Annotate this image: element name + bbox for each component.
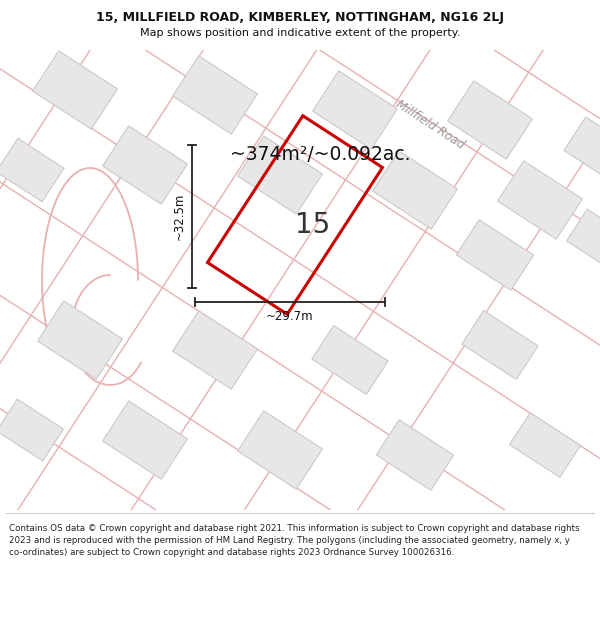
Polygon shape bbox=[373, 151, 457, 229]
Polygon shape bbox=[312, 326, 388, 394]
Polygon shape bbox=[448, 81, 532, 159]
Polygon shape bbox=[32, 51, 118, 129]
Polygon shape bbox=[103, 126, 187, 204]
Polygon shape bbox=[497, 161, 583, 239]
Polygon shape bbox=[462, 311, 538, 379]
Polygon shape bbox=[566, 209, 600, 271]
Polygon shape bbox=[0, 399, 64, 461]
Text: 15: 15 bbox=[295, 211, 331, 239]
Polygon shape bbox=[313, 71, 397, 149]
Text: ~32.5m: ~32.5m bbox=[173, 192, 186, 240]
Polygon shape bbox=[173, 311, 257, 389]
Polygon shape bbox=[173, 56, 257, 134]
Text: Contains OS data © Crown copyright and database right 2021. This information is : Contains OS data © Crown copyright and d… bbox=[9, 524, 580, 557]
Polygon shape bbox=[376, 419, 454, 491]
Polygon shape bbox=[238, 411, 322, 489]
Text: Millfield Road: Millfield Road bbox=[393, 98, 467, 152]
Polygon shape bbox=[509, 412, 581, 478]
Polygon shape bbox=[457, 219, 533, 291]
Polygon shape bbox=[0, 138, 64, 202]
Text: Map shows position and indicative extent of the property.: Map shows position and indicative extent… bbox=[140, 28, 460, 38]
Polygon shape bbox=[238, 136, 322, 214]
Text: ~374m²/~0.092ac.: ~374m²/~0.092ac. bbox=[230, 146, 410, 164]
Polygon shape bbox=[564, 117, 600, 183]
Text: ~29.7m: ~29.7m bbox=[266, 310, 314, 323]
Polygon shape bbox=[103, 401, 187, 479]
Polygon shape bbox=[38, 301, 122, 379]
Text: 15, MILLFIELD ROAD, KIMBERLEY, NOTTINGHAM, NG16 2LJ: 15, MILLFIELD ROAD, KIMBERLEY, NOTTINGHA… bbox=[96, 11, 504, 24]
